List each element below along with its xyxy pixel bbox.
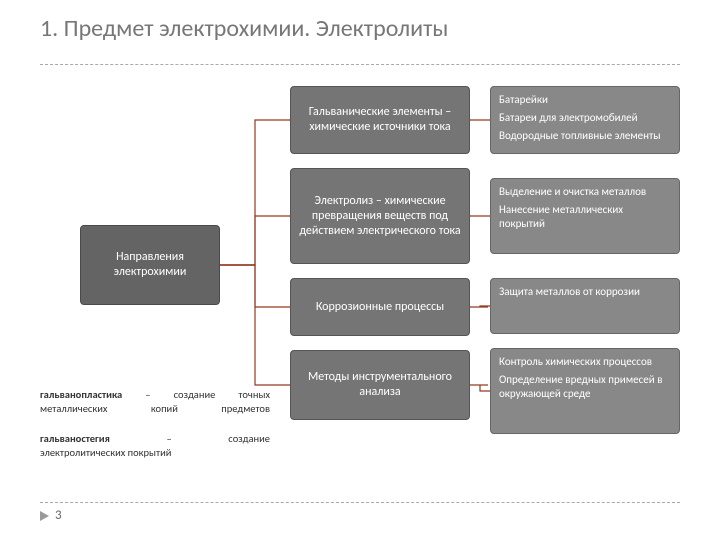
definition-dash: – [166,432,171,445]
tree-leaf: Защита металлов от коррозии [490,278,680,334]
tree-branch: Электролиз – химические превращения веще… [290,168,470,264]
page-number-wrap: 3 [40,508,62,523]
tree-leaf: Контроль химических процессов Определение… [490,348,680,434]
tree-leaf-line: Контроль химических процессов [499,355,652,369]
tree-root: Направления электрохимии [80,225,220,305]
slide-title: 1. Предмет электрохимии. Электролиты [40,14,448,43]
connector-line [470,385,490,391]
page-number: 3 [55,508,62,523]
tree-branch: Методы инструментального анализа [290,350,470,420]
tree-leaf-line: Защита металлов от коррозии [499,285,640,299]
page-bullet-icon [40,511,49,521]
tree-leaf-line: Батарейки [499,93,548,107]
tree-leaf-line: Нанесение металлических покрытий [499,203,671,231]
connector-line [220,265,290,385]
tree-leaf-line: Водородные топливные элементы [499,129,661,143]
definition-galvanostegia: гальваностегия – создание электролитичес… [40,432,270,460]
slide: 1. Предмет электрохимии. Электролиты Нап… [0,0,720,540]
connector-line [220,265,290,307]
divider-top [40,64,680,65]
definition-term: гальванопластика [40,388,122,401]
definition-line2: электролитических покрытий [40,446,171,459]
tree-leaf-line: Выделение и очистка металлов [499,185,646,199]
tree-leaf-line: Батареи для электромобилей [499,111,638,125]
tree-leaf: Батарейки Батареи для электромобилей Водор… [490,86,680,154]
connector-line [220,216,290,265]
divider-bottom [40,502,680,503]
definition-galvanoplastika: гальванопластика – создание точных метал… [40,388,270,416]
tree-branch: Гальванические элементы – химические ист… [290,86,470,154]
definition-term: гальваностегия [40,432,110,445]
tree-leaf: Выделение и очистка металлов Нанесение ме… [490,178,680,254]
connector-line [470,306,490,307]
connector-line [220,120,290,265]
tree-branch: Коррозионные процессы [290,278,470,336]
definition-tail: создание [228,432,270,445]
tree-leaf-line: Определение вредных примесей в окружающе… [499,373,671,401]
